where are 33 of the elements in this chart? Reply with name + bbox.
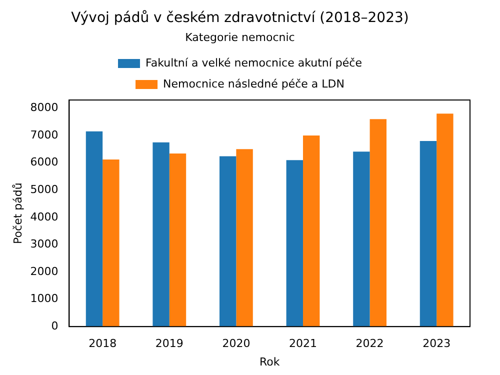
bar <box>236 149 253 327</box>
bar <box>370 119 386 327</box>
bar <box>303 135 320 327</box>
x-tick-label: 2023 <box>422 337 451 350</box>
bar <box>420 140 437 327</box>
y-tick-label: 2000 <box>30 264 58 278</box>
y-tick-label: 4000 <box>30 210 58 224</box>
legend-label: Nemocnice následné péče a LDN <box>163 77 344 90</box>
x-tick-label: 2022 <box>356 337 384 350</box>
chart-title: Vývoj pádů v českém zdravotnictví (2018–2023) <box>71 10 409 26</box>
bar <box>86 131 103 327</box>
x-tick-label: 2018 <box>88 337 117 350</box>
legend-label: Fakultní a velké nemocnice akutní péče <box>146 56 362 70</box>
y-tick-label: 5000 <box>30 182 58 196</box>
bar <box>353 152 370 327</box>
bar <box>169 154 186 327</box>
bar <box>152 142 170 327</box>
bar <box>436 114 454 327</box>
x-tick-label: 2020 <box>222 337 250 350</box>
y-tick-label: 6000 <box>30 156 58 169</box>
y-axis-title: Počet pádů <box>11 182 24 244</box>
y-tick-label: 1000 <box>30 292 58 306</box>
y-tick-label: 0 <box>51 319 58 332</box>
y-tick-label: 3000 <box>30 238 58 251</box>
bar <box>286 160 303 327</box>
x-tick-label: 2019 <box>155 337 184 350</box>
y-tick-label: 8000 <box>30 101 58 114</box>
bar <box>102 160 120 327</box>
y-tick-label: 7000 <box>30 128 58 142</box>
bar <box>219 156 236 327</box>
x-axis-title: Rok <box>259 355 280 368</box>
legend-title: Kategorie nemocnic <box>185 31 295 44</box>
x-tick-label: 2021 <box>289 337 317 350</box>
